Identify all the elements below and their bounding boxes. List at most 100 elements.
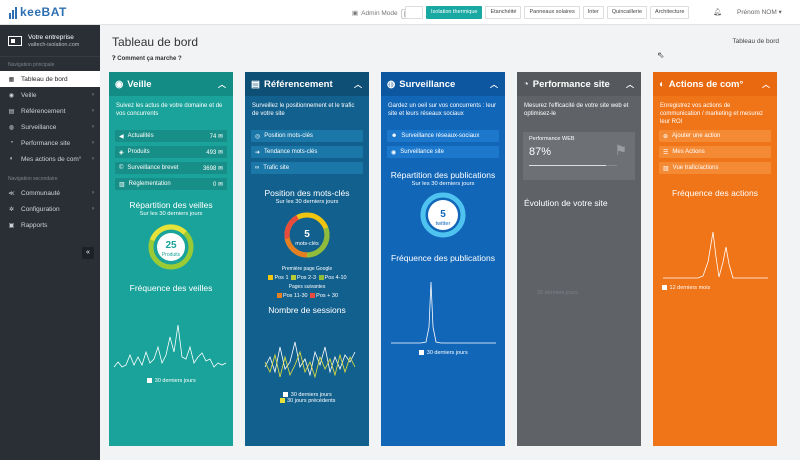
chevron-right-icon: › bbox=[92, 190, 94, 196]
referencement-item[interactable]: ➔ Tendance mots-clés bbox=[251, 146, 363, 158]
surveillance-item-label: Surveillance site bbox=[400, 149, 444, 155]
sidebar-item-ranking[interactable]: ▤ Référencement › bbox=[0, 103, 100, 119]
chevron-up-icon[interactable]: ︿ bbox=[218, 79, 226, 89]
veille-freq-chart bbox=[113, 324, 227, 368]
sector-tab[interactable]: Inter bbox=[582, 6, 604, 19]
ref-following: Pages suivantes bbox=[288, 284, 326, 290]
sidebar: Votre entreprise valtech-isolation.com N… bbox=[0, 25, 100, 460]
sector-tab[interactable]: Panneaux solaires bbox=[524, 6, 580, 19]
legend-swatch bbox=[662, 285, 667, 291]
ref-sessions-line-current bbox=[264, 341, 356, 377]
referencement-item[interactable]: ◎ Position mots-clés bbox=[251, 130, 363, 142]
user-name: Prénom NOM bbox=[737, 9, 777, 16]
panel-veille-desc: Suivez les actus de votre domaine et de … bbox=[116, 103, 223, 117]
sidebar-item-document[interactable]: ▣ Rapports bbox=[0, 217, 100, 233]
actions-item[interactable]: ⊕ Ajouter une action bbox=[659, 130, 771, 142]
legend-swatch bbox=[419, 350, 425, 356]
share-icon: ≪ bbox=[8, 190, 15, 197]
surveillance-item[interactable]: ◉ Surveillance site bbox=[387, 146, 499, 158]
surv-donut-label: twitter bbox=[436, 221, 451, 227]
company-block[interactable]: Votre entreprise valtech-isolation.com bbox=[0, 25, 100, 57]
legend-swatch bbox=[291, 275, 297, 281]
sidebar-item-megaphone[interactable]: ◐ Mes actions de com° › bbox=[0, 151, 100, 167]
actions-item-label: Ajouter une action bbox=[672, 133, 721, 139]
chevron-up-icon[interactable]: ︿ bbox=[490, 79, 498, 89]
collapse-sidebar-button[interactable]: « bbox=[82, 247, 94, 259]
chevron-up-icon[interactable]: ︿ bbox=[354, 79, 362, 89]
performance-web-box[interactable]: Performance WEB 87% ⚑ bbox=[523, 132, 635, 180]
sidebar-item-share[interactable]: ≪ Communauté › bbox=[0, 185, 100, 201]
veille-rep-title: Répartition des veilles bbox=[129, 200, 213, 210]
chevron-up-icon[interactable]: ︿ bbox=[626, 79, 634, 89]
ref-sessions-title: Nombre de sessions bbox=[268, 305, 346, 315]
veille-item-label: Actualités bbox=[127, 133, 154, 139]
lock-icon: ▣ bbox=[352, 10, 359, 17]
sidebar-item-gear[interactable]: ✲ Configuration › bbox=[0, 201, 100, 217]
legend-swatch bbox=[310, 293, 316, 299]
bell-icon[interactable]: 🔔︎ bbox=[713, 9, 722, 16]
veille-freq-legend: 30 derniers jours bbox=[109, 378, 233, 384]
sector-tab[interactable]: Quincaillerie bbox=[606, 6, 648, 19]
page-title: Tableau de bord bbox=[112, 35, 199, 49]
veille-donut-segment bbox=[148, 224, 194, 270]
panel-veille-title: Veille bbox=[127, 78, 152, 90]
eye-icon: ◉ bbox=[391, 149, 397, 156]
sidebar-item-dashboard[interactable]: ▦ Tableau de bord bbox=[0, 71, 100, 87]
keebat-logo[interactable]: keeBAT bbox=[9, 5, 67, 19]
ref-pos-sub: Sur les 30 derniers jours bbox=[275, 199, 339, 205]
chevron-right-icon: › bbox=[92, 156, 94, 162]
sector-tab[interactable]: Isolation thermique bbox=[426, 6, 483, 19]
ref-donut-value: 5 bbox=[304, 229, 310, 240]
veille-freq-title: Fréquence des veilles bbox=[129, 283, 213, 293]
performance-progress-fill bbox=[529, 165, 606, 166]
sidebar-item-globe[interactable]: ◉ Veille › bbox=[0, 87, 100, 103]
sector-tab[interactable]: Etanchéité bbox=[485, 6, 522, 19]
panel-performance-title: Performance site bbox=[532, 78, 610, 90]
document-icon: ▣ bbox=[8, 222, 15, 229]
sidebar-item-eye[interactable]: ◍ Surveillance › bbox=[0, 119, 100, 135]
sector-tab[interactable] bbox=[405, 6, 423, 19]
actions-item[interactable]: ☰ Mes Actions bbox=[659, 146, 771, 158]
surv-donut-value: 5 bbox=[440, 209, 446, 220]
veille-item[interactable]: ◀ Actualités 74 ✉ bbox=[115, 130, 227, 142]
sidebar-item-label: Veille bbox=[21, 91, 37, 99]
ref-donut: 5 mots-clés bbox=[284, 212, 330, 258]
panel-surveillance-title: Surveillance bbox=[399, 78, 456, 90]
panel-referencement-header[interactable]: ▤ Référencement ︿ bbox=[245, 72, 369, 96]
legend-swatch bbox=[268, 275, 274, 281]
veille-item[interactable]: ◈ Produits 493 ✉ bbox=[115, 146, 227, 158]
count-value: 493 bbox=[206, 149, 217, 156]
sidebar-item-label: Mes actions de com° bbox=[21, 155, 82, 163]
legend-swatch bbox=[279, 398, 285, 404]
people-icon: ☻ bbox=[391, 133, 398, 139]
panel-performance: ◔ Performance site ︿ Mesurez l'efficacit… bbox=[517, 72, 641, 446]
sidebar-item-label: Configuration bbox=[21, 205, 60, 213]
sidebar-item-gauge[interactable]: ◔ Performance site › bbox=[0, 135, 100, 151]
actions-freq-legend-label: 12 derniers mois bbox=[669, 285, 711, 291]
flag-icon: ⚑ bbox=[614, 142, 627, 158]
ref-legend-label: Pos + 30 bbox=[316, 293, 339, 299]
veille-donut: 25 Produits bbox=[148, 224, 194, 270]
link-icon: ∞ bbox=[255, 165, 260, 171]
panel-performance-header[interactable]: ◔ Performance site ︿ bbox=[517, 72, 641, 96]
user-menu[interactable]: Prénom NOM ▾ bbox=[737, 8, 782, 16]
mail-icon: ✉ bbox=[216, 181, 223, 188]
surv-donut: 5 twitter bbox=[420, 192, 466, 238]
how-it-works-link[interactable]: ❓︎ Comment ça marche ? bbox=[112, 56, 182, 63]
mail-icon: ✉ bbox=[216, 133, 223, 140]
panel-veille-header[interactable]: ◉ Veille ︿ bbox=[109, 72, 233, 96]
chevron-up-icon[interactable]: ︿ bbox=[762, 79, 770, 89]
panel-surveillance-header[interactable]: ◍ Surveillance ︿ bbox=[381, 72, 505, 96]
veille-item[interactable]: ▥ Réglementation 0 ✉ bbox=[115, 178, 227, 190]
count-value: 0 bbox=[212, 181, 217, 188]
chevron-right-icon: › bbox=[92, 140, 94, 146]
ref-sessions-line-previous bbox=[264, 350, 356, 379]
referencement-item[interactable]: ∞ Trafic site bbox=[251, 162, 363, 174]
panel-actions-header[interactable]: ◐ Actions de com° ︿ bbox=[653, 72, 777, 96]
sector-tab[interactable]: Architecture bbox=[650, 6, 690, 19]
top-bar: keeBAT ▣ Admin Mode Isolation thermique E… bbox=[0, 0, 800, 25]
ref-legend-previous-label: 30 jours précédents bbox=[287, 398, 336, 404]
veille-item[interactable]: © Surveillance brevet 3698 ✉ bbox=[115, 162, 227, 174]
actions-item[interactable]: ▨ Vue trafic/actions bbox=[659, 162, 771, 174]
surveillance-item[interactable]: ☻ Surveillance réseaux-sociaux bbox=[387, 130, 499, 142]
